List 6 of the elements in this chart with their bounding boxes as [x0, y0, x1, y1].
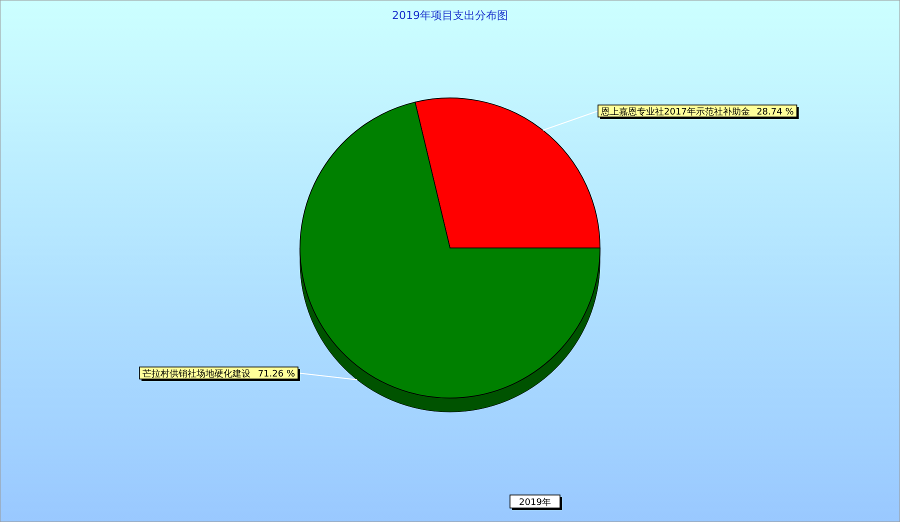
- chart-title: 2019年项目支出分布图: [392, 9, 508, 22]
- slice-label: 恩上嘉恩专业社2017年示范社补助金: [600, 106, 750, 118]
- slice-label: 芒拉村供销社场地硬化建设: [142, 368, 251, 380]
- data-label: 71.26 %: [258, 370, 296, 380]
- text: 2019年: [519, 497, 551, 508]
- data-label: 28.74 %: [756, 108, 794, 118]
